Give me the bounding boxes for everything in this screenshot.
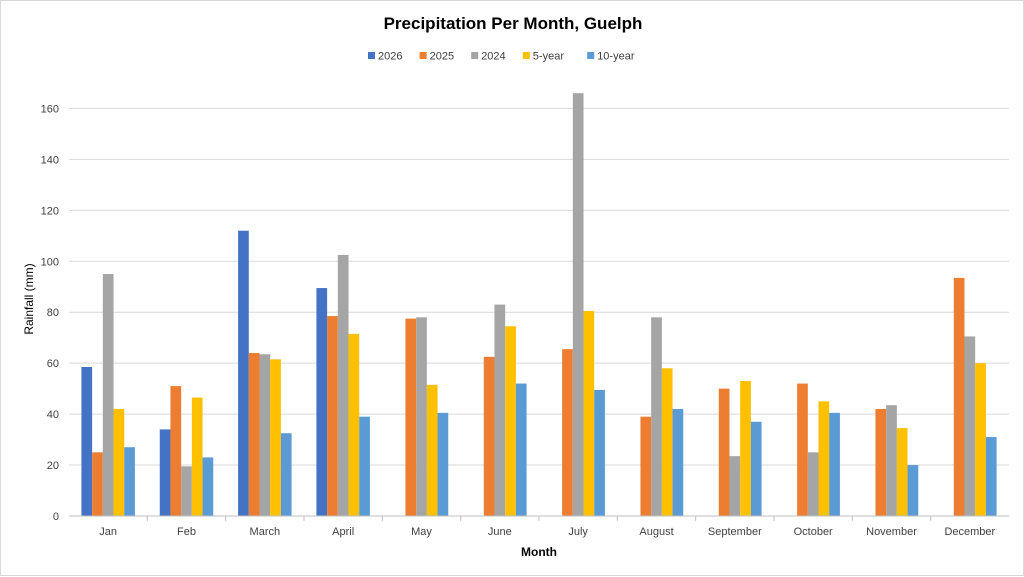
bar (426, 384, 438, 516)
x-tick-label: April (332, 526, 354, 538)
bar (829, 412, 840, 516)
bar (818, 401, 830, 516)
bar (975, 363, 986, 516)
bar (985, 437, 997, 516)
bars (81, 93, 997, 517)
bar (248, 352, 260, 516)
bar (505, 326, 516, 516)
legend-label: 5-year (533, 51, 565, 63)
bar (170, 386, 182, 516)
y-axis-title: Rainfall (mm) (22, 263, 36, 334)
y-tick-label: 160 (41, 103, 59, 115)
bar (337, 254, 349, 517)
y-tick-label: 0 (53, 511, 59, 523)
x-tick-label: September (708, 526, 762, 538)
bar (102, 274, 114, 516)
bar (270, 359, 281, 516)
bar (651, 317, 662, 516)
bar (797, 383, 808, 516)
bar (327, 316, 338, 516)
bar (113, 409, 125, 516)
legend-swatch (522, 52, 530, 59)
bar (896, 428, 908, 516)
x-tick-label: December (944, 526, 995, 538)
bar (515, 383, 527, 516)
x-tick-label: Feb (177, 526, 196, 538)
bar (348, 333, 360, 516)
bar (907, 465, 919, 516)
bar (316, 288, 328, 516)
y-tick-label: 100 (41, 256, 59, 268)
bar (640, 416, 652, 516)
chart-title: Precipitation Per Month, Guelph (384, 14, 643, 33)
bar (191, 397, 203, 516)
y-tick-label: 140 (41, 154, 59, 166)
y-tick-label: 20 (47, 460, 59, 472)
y-tick-label: 120 (41, 205, 59, 217)
bar (886, 405, 897, 516)
bar (483, 356, 495, 516)
bar (661, 368, 673, 516)
bar (81, 366, 93, 516)
x-tick-label: November (866, 526, 917, 538)
bar (718, 388, 730, 516)
x-axis-title: Month (521, 545, 557, 559)
y-tick-label: 80 (47, 307, 59, 319)
x-tick-label: March (250, 526, 281, 538)
bar (572, 93, 584, 516)
bar (953, 277, 965, 516)
bar (124, 447, 135, 516)
bar (562, 349, 573, 516)
bar (594, 389, 605, 516)
bar (729, 456, 741, 516)
legend-swatch (419, 52, 427, 59)
x-tick-label: May (411, 526, 432, 538)
bar (583, 310, 595, 516)
bar (238, 230, 249, 516)
bar (875, 409, 887, 516)
legend-label: 2024 (481, 51, 505, 63)
legend: 2026 2025 2024 5-year 10-year (368, 51, 635, 63)
x-tick-label: June (488, 526, 512, 538)
bar (159, 429, 171, 516)
legend-label: 2025 (430, 51, 454, 63)
legend-label: 10-year (597, 51, 635, 63)
bar (202, 457, 214, 516)
legend-label: 2026 (378, 51, 402, 63)
bar (359, 416, 370, 516)
y-tick-label: 40 (47, 409, 59, 421)
gridlines (69, 107, 1009, 466)
y-tick-label: 60 (47, 358, 59, 370)
legend-swatch (368, 52, 375, 59)
legend-swatch (471, 52, 479, 59)
bar (181, 466, 192, 516)
bar (405, 318, 417, 516)
bar (807, 452, 819, 516)
bar (92, 452, 103, 516)
bar (494, 304, 506, 516)
bar (672, 409, 684, 516)
bar (964, 336, 976, 516)
bar (259, 354, 271, 516)
axes: 0 20 40 60 80 100 120 140 160 Jan Feb March April May… (41, 103, 1009, 538)
x-tick-label: October (794, 526, 833, 538)
x-tick-label: August (639, 526, 673, 538)
legend-swatch (587, 52, 595, 59)
bar (416, 317, 427, 516)
x-tick-label: July (568, 526, 588, 538)
bar (437, 412, 449, 516)
bar (280, 433, 292, 516)
x-tick-label: Jan (99, 526, 117, 538)
bar (740, 381, 751, 516)
bar (750, 421, 762, 516)
